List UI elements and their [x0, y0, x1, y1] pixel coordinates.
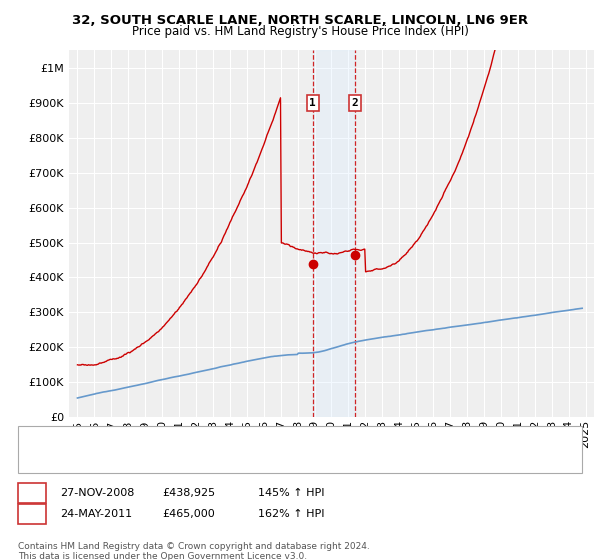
Text: ——: —— [33, 459, 61, 473]
Text: 24-MAY-2011: 24-MAY-2011 [60, 509, 132, 519]
Text: 2: 2 [28, 509, 35, 519]
Text: 32, SOUTH SCARLE LANE, NORTH SCARLE, LINCOLN, LN6 9ER: 32, SOUTH SCARLE LANE, NORTH SCARLE, LIN… [72, 14, 528, 27]
Bar [313, 50, 355, 417]
Text: £438,925: £438,925 [162, 488, 215, 498]
Text: ——: —— [33, 447, 61, 460]
Text: Contains HM Land Registry data © Crown copyright and database right 2024.
This d: Contains HM Land Registry data © Crown c… [18, 542, 370, 560]
Text: HPI: Average price, detached house, North Kesteven: HPI: Average price, detached house, Nort… [57, 461, 330, 471]
Text: 1: 1 [310, 98, 316, 108]
Text: 1: 1 [28, 488, 35, 498]
Text: 27-NOV-2008: 27-NOV-2008 [60, 488, 134, 498]
Text: 32, SOUTH SCARLE LANE, NORTH SCARLE, LINCOLN, LN6 9ER (detached house): 32, SOUTH SCARLE LANE, NORTH SCARLE, LIN… [57, 449, 472, 459]
Text: £465,000: £465,000 [162, 509, 215, 519]
Text: Price paid vs. HM Land Registry's House Price Index (HPI): Price paid vs. HM Land Registry's House … [131, 25, 469, 38]
Text: 2: 2 [352, 98, 359, 108]
Text: 145% ↑ HPI: 145% ↑ HPI [258, 488, 325, 498]
Text: 162% ↑ HPI: 162% ↑ HPI [258, 509, 325, 519]
